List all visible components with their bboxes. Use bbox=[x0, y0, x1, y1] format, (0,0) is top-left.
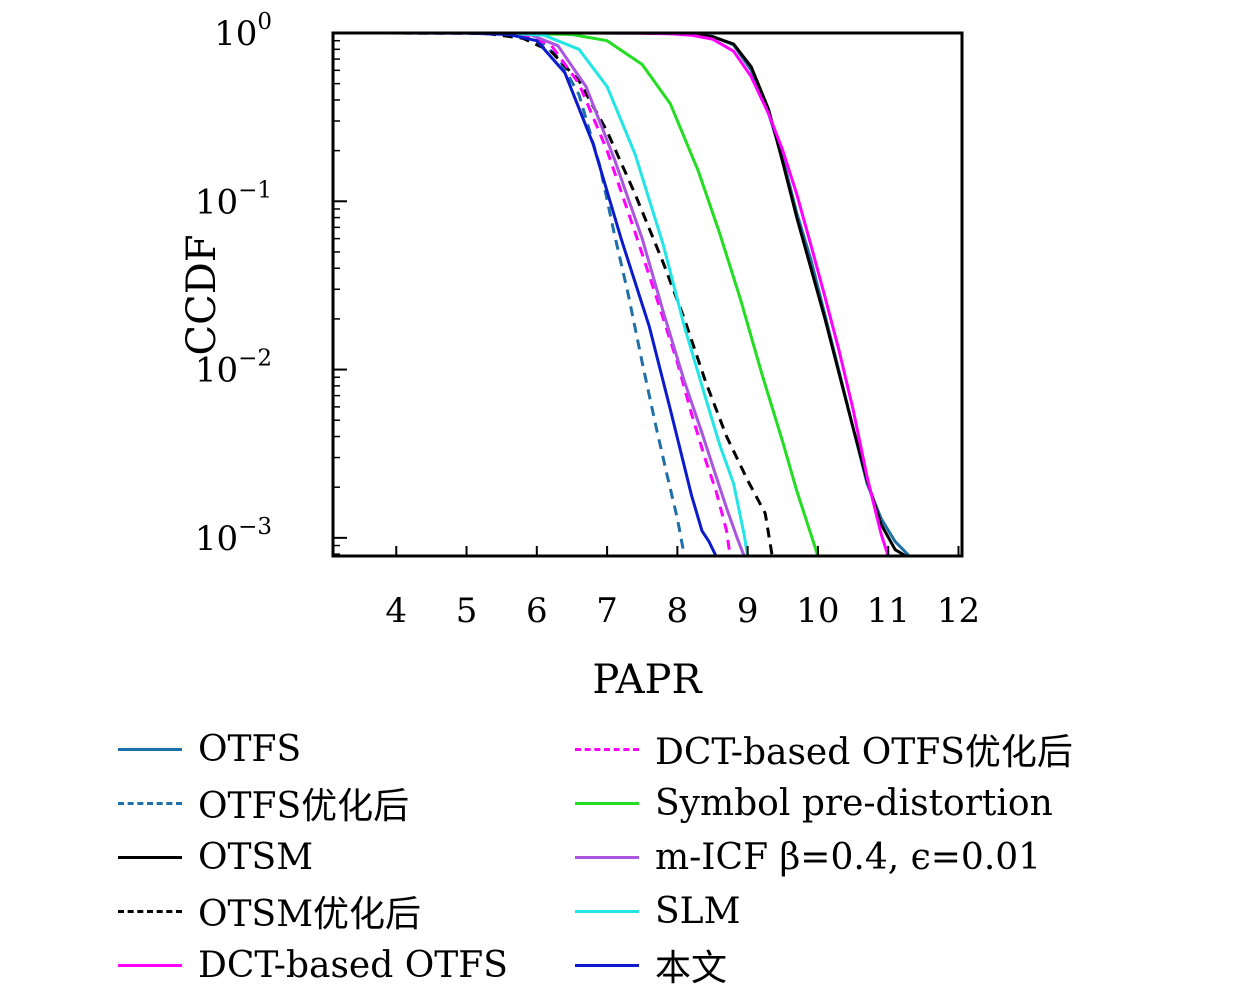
legend: OTFS OTFS优化后 OTSM OTSM优化后 DCT-based OTFS DCT-… bbox=[110, 722, 1170, 992]
legend-swatch bbox=[575, 801, 639, 805]
legend-swatch bbox=[118, 963, 182, 967]
legend-item: m-ICF β=0.4, ϵ=0.01 bbox=[575, 830, 1041, 884]
legend-item: OTSM bbox=[118, 830, 313, 884]
y-tick-label: 100 bbox=[214, 9, 272, 54]
legend-swatch bbox=[575, 963, 639, 967]
legend-item: OTFS优化后 bbox=[118, 776, 409, 830]
legend-label: 本文 bbox=[655, 948, 728, 989]
legend-item: DCT-based OTFS优化后 bbox=[575, 722, 1073, 776]
legend-label: OTFS优化后 bbox=[198, 786, 410, 827]
series-line-8 bbox=[333, 31, 746, 556]
legend-item: Symbol pre-distortion bbox=[575, 776, 1053, 830]
legend-label: m-ICF β=0.4, ϵ=0.01 bbox=[655, 836, 1042, 878]
x-tick-label: 8 bbox=[667, 591, 689, 631]
legend-label: OTFS bbox=[198, 728, 302, 770]
x-axis-title: PAPR bbox=[592, 657, 703, 703]
legend-swatch bbox=[575, 855, 639, 859]
x-tick-label: 11 bbox=[867, 591, 910, 631]
legend-swatch bbox=[118, 855, 182, 859]
x-tick-label: 12 bbox=[937, 591, 980, 631]
legend-label: DCT-based OTFS优化后 bbox=[655, 732, 1073, 773]
legend-swatch bbox=[118, 909, 182, 913]
plot-frame bbox=[331, 31, 964, 558]
series-line-7 bbox=[333, 31, 820, 556]
series-line-6 bbox=[333, 31, 732, 556]
legend-item: SLM bbox=[575, 884, 740, 938]
legend-label: DCT-based OTFS bbox=[198, 944, 508, 986]
legend-label: Symbol pre-distortion bbox=[655, 782, 1053, 824]
legend-label: OTSM bbox=[198, 836, 314, 878]
y-tick-label: 10−1 bbox=[195, 177, 272, 222]
x-tick-label: 7 bbox=[596, 591, 618, 631]
series-line-9 bbox=[333, 31, 750, 556]
x-tick-label: 5 bbox=[456, 591, 478, 631]
legend-item: DCT-based OTFS bbox=[118, 938, 508, 992]
legend-swatch bbox=[118, 747, 182, 751]
series-line-5 bbox=[333, 31, 890, 556]
legend-swatch bbox=[118, 801, 182, 805]
series-line-2 bbox=[333, 31, 686, 556]
legend-item: OTFS bbox=[118, 722, 301, 776]
legend-item: OTSM优化后 bbox=[118, 884, 421, 938]
x-tick-label: 9 bbox=[737, 591, 759, 631]
legend-swatch bbox=[575, 909, 639, 913]
legend-label: SLM bbox=[655, 890, 741, 932]
x-tick-label: 6 bbox=[526, 591, 548, 631]
legend-swatch bbox=[575, 747, 639, 751]
y-tick-label: 10−3 bbox=[195, 514, 272, 559]
legend-item: 本文 bbox=[575, 938, 727, 992]
series-line-4 bbox=[333, 31, 774, 556]
x-tick-label: 4 bbox=[385, 591, 407, 631]
legend-label: OTSM优化后 bbox=[198, 894, 422, 935]
x-tick-label: 10 bbox=[796, 591, 839, 631]
y-axis-title: CCDF bbox=[179, 234, 225, 355]
